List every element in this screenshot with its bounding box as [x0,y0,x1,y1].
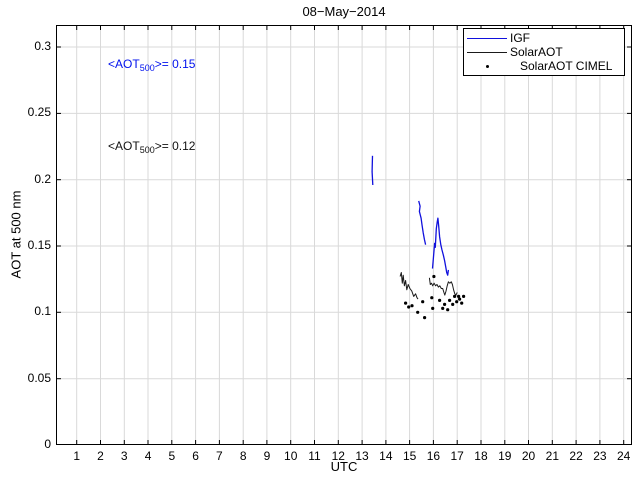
x-tick-label: 3 [120,449,128,463]
legend: IGF SolarAOT SolarAOT CIMEL [463,28,625,76]
legend-label: SolarAOT CIMEL [520,59,613,73]
x-tick-label: 7 [216,449,223,463]
scatter-point-solaraot-cimel [410,304,414,308]
plot-area: <AOT500>= 0.15 <AOT500>= 0.12 IGF SolarAO… [56,25,632,445]
x-tick-label: 13 [355,449,369,463]
scatter-point-solaraot-cimel [430,296,434,300]
scatter-point-solaraot-cimel [431,306,435,310]
legend-dot-icon [485,64,489,68]
scatter-point-solaraot-cimel [455,300,459,304]
y-tick-label: 0 [44,437,51,451]
x-tick-label: 4 [144,449,152,463]
scatter-point-solaraot-cimel [462,294,466,298]
annotation-solar-mean: <AOT500>= 0.12 [108,139,195,155]
legend-label: SolarAOT [510,45,563,59]
legend-label: IGF [510,31,530,45]
legend-line-sample [464,51,510,53]
annotation-text: <AOT [108,139,140,153]
annotation-text: <AOT [108,57,140,71]
legend-entry: IGF [464,31,624,45]
x-tick-label: 14 [379,449,393,463]
x-tick-label: 22 [569,449,583,463]
x-tick-label: 23 [593,449,607,463]
legend-entry: SolarAOT [464,45,624,59]
x-tick-label: 18 [474,449,488,463]
x-tick-label: 20 [521,449,536,463]
series-line-solaraot [428,277,458,296]
x-tick-label: 8 [239,449,247,463]
series-line-igf [431,217,450,276]
x-tick-label: 15 [402,449,417,463]
x-tick-label: 17 [450,449,464,463]
x-tick-label: 21 [545,449,559,463]
legend-line-sample [464,37,510,39]
x-tick-label: 1 [73,449,81,463]
series-line-igf [371,155,374,186]
series-line-solaraot [399,272,419,300]
scatter-point-solaraot-cimel [407,305,411,309]
y-tick-label: 0.3 [34,39,51,54]
scatter-point-solaraot-cimel [438,298,442,302]
scatter-point-solaraot-cimel [453,294,457,298]
y-tick-label: 0.05 [27,370,51,385]
x-tick-label: 10 [284,449,298,463]
plot-canvas [56,25,632,445]
chart-title: 08−May−2014 [302,4,386,19]
scatter-point-solaraot-cimel [404,301,408,305]
scatter-point-solaraot-cimel [441,306,445,310]
annotation-subscript: 500 [139,145,155,155]
scatter-point-solaraot-cimel [423,316,427,320]
x-tick-label: 9 [263,449,271,463]
scatter-point-solaraot-cimel [421,300,425,304]
scatter-point-solaraot-cimel [443,302,447,306]
scatter-point-solaraot-cimel [458,297,462,301]
series-line-igf [418,200,427,245]
scatter-point-solaraot-cimel [460,301,464,305]
x-axis-label: UTC [330,459,358,474]
legend-entry: SolarAOT CIMEL [464,59,624,73]
y-tick-label: 0.2 [34,171,51,186]
x-tick-label: 2 [97,449,104,463]
legend-dot-sample [464,64,510,68]
annotation-igf-mean: <AOT500>= 0.15 [108,57,195,73]
scatter-point-solaraot-cimel [432,274,436,279]
x-tick-label: 6 [192,449,199,463]
x-tick-label: 12 [331,449,345,463]
plot-border [56,25,632,445]
legend-line-icon [467,51,507,53]
annotation-text: >= 0.12 [154,139,196,153]
legend-line-icon [467,37,507,39]
y-tick-label: 0.25 [27,105,51,120]
scatter-point-solaraot-cimel [451,302,455,306]
scatter-point-solaraot-cimel [457,294,461,298]
x-tick-label: 16 [426,449,441,463]
x-tick-label: 19 [498,449,512,463]
scatter-point-solaraot-cimel [446,308,450,312]
x-tick-label: 5 [168,449,176,463]
scatter-point-solaraot-cimel [416,310,420,314]
x-tick-label: 24 [616,449,631,463]
x-tick-label: 11 [308,449,321,463]
annotation-text: >= 0.15 [154,57,196,71]
y-tick-label: 0.1 [34,304,51,319]
annotation-subscript: 500 [139,63,155,73]
scatter-point-solaraot-cimel [448,298,452,302]
y-tick-label: 0.15 [27,238,51,252]
